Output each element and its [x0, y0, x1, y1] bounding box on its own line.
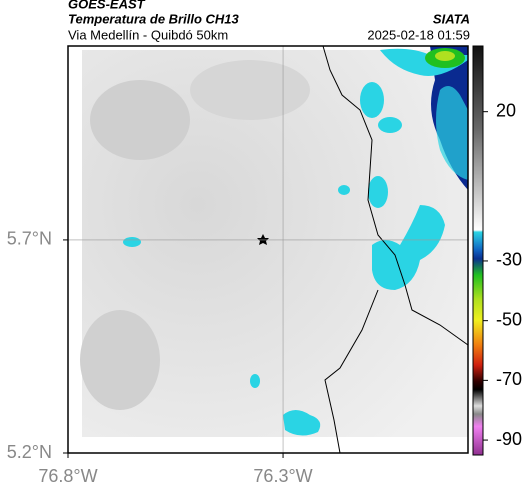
colorbar-label: -90 — [496, 429, 522, 449]
cold-cloud — [338, 185, 350, 195]
cloud — [90, 80, 190, 160]
subtitle: Via Medellín - Quibdó 50km — [68, 27, 228, 42]
cloud — [190, 60, 310, 120]
timestamp: 2025-02-18 01:59 — [367, 27, 470, 42]
colorbar-label: 20 — [496, 100, 516, 120]
border-line — [322, 45, 469, 346]
cold-cloud — [368, 176, 388, 208]
source: GOES-EAST — [68, 0, 146, 11]
colorbar-label: -30 — [496, 250, 522, 270]
cloud — [80, 310, 160, 410]
location-star — [257, 234, 269, 245]
cold-cloud — [283, 410, 321, 436]
colorbar-label: -50 — [496, 309, 522, 329]
x-tick-label: 76.8°W — [38, 466, 97, 486]
map — [67, 45, 469, 454]
y-tick-label: 5.2°N — [7, 442, 52, 462]
colorbar-label: -70 — [496, 369, 522, 389]
agency: SIATA — [433, 11, 470, 26]
border-line — [324, 289, 379, 454]
cold-cloud — [436, 86, 468, 180]
cold-cloud — [360, 82, 384, 118]
cold-cloud — [435, 51, 455, 61]
cold-cloud — [372, 205, 445, 290]
y-tick-label: 5.7°N — [7, 229, 52, 249]
cold-cloud — [378, 117, 402, 133]
colorbar — [472, 45, 484, 456]
title: Temperatura de Brillo CH13 — [68, 11, 240, 26]
x-tick-label: 76.3°W — [253, 466, 312, 486]
map-frame — [67, 45, 469, 454]
cold-cloud — [250, 374, 260, 388]
cold-cloud — [123, 237, 141, 247]
